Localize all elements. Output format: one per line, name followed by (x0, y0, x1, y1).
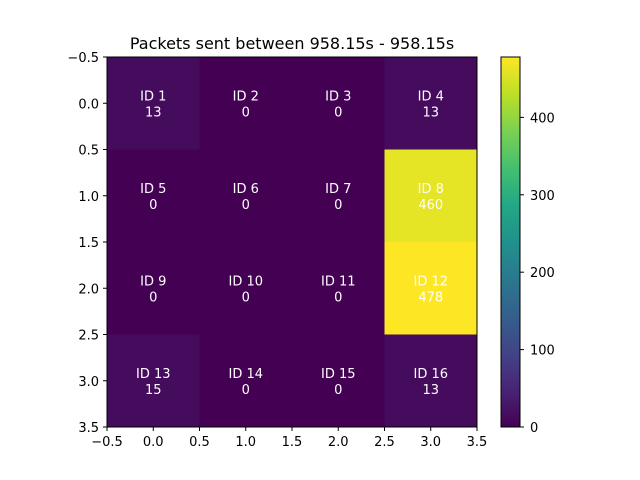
x-tick-label: −0.5 (91, 435, 123, 450)
cell-id-label: ID 5 (140, 182, 166, 197)
y-tick-label: 0.5 (78, 144, 99, 159)
cell-value-label: 13 (145, 105, 162, 120)
cell-id-label: ID 15 (321, 367, 356, 382)
y-tick-label: 3.5 (78, 421, 99, 436)
heatmap-cell (292, 242, 385, 335)
cell-value-label: 0 (242, 198, 250, 213)
y-tick-label: 3.0 (78, 375, 99, 390)
cell-value-label: 0 (334, 198, 342, 213)
heatmap-cell (107, 149, 200, 242)
cell-id-label: ID 1 (140, 89, 166, 104)
heatmap-cell (107, 57, 200, 150)
cell-value-label: 0 (242, 383, 250, 398)
colorbar-axis: 0 100 200 300 400 (520, 111, 555, 436)
cell-id-label: ID 10 (228, 274, 263, 289)
colorbar (500, 56, 521, 428)
cell-id-label: ID 9 (140, 274, 166, 289)
heatmap-cell (384, 242, 477, 335)
x-tick-label: 1.5 (282, 435, 303, 450)
chart-title: Packets sent between 958.15s - 958.15s (130, 34, 454, 53)
cell-value-label: 0 (242, 290, 250, 305)
x-tick-label: 3.0 (420, 435, 441, 450)
x-tick-label: 0.0 (143, 435, 164, 450)
heatmap-cell (292, 149, 385, 242)
heatmap-cell (384, 334, 477, 427)
x-tick-label: 0.5 (189, 435, 210, 450)
y-tick-label: 1.5 (78, 236, 99, 251)
cell-value-label: 0 (334, 105, 342, 120)
cell-id-label: ID 7 (325, 182, 351, 197)
colorbar-tick-label: 200 (530, 266, 555, 281)
heatmap-cell (384, 149, 477, 242)
x-tick-label: 2.0 (328, 435, 349, 450)
heatmap-cells (107, 57, 477, 427)
colorbar-tick-label: 100 (530, 344, 555, 359)
heatmap-cell (199, 149, 292, 242)
cell-id-label: ID 14 (228, 367, 263, 382)
colorbar-tick-label: 400 (530, 111, 555, 126)
y-tick-label: 2.0 (78, 282, 99, 297)
cell-id-label: ID 16 (413, 367, 448, 382)
cell-value-label: 13 (422, 383, 439, 398)
heatmap-cell (107, 242, 200, 335)
heatmap-cell (199, 242, 292, 335)
x-tick-label: 2.5 (374, 435, 395, 450)
x-tick-label: 3.5 (467, 435, 488, 450)
heatmap-cell (292, 334, 385, 427)
heatmap-cell (199, 57, 292, 150)
y-tick-label: −0.5 (67, 51, 99, 66)
cell-id-label: ID 8 (418, 182, 444, 197)
y-axis: −0.5 0.0 0.5 1.0 1.5 2.0 2.5 3.0 3.5 (67, 51, 107, 436)
cell-id-label: ID 2 (233, 89, 259, 104)
cell-value-label: 15 (145, 383, 162, 398)
cell-value-label: 0 (149, 198, 157, 213)
cell-value-label: 0 (149, 290, 157, 305)
y-tick-label: 1.0 (78, 190, 99, 205)
cell-id-label: ID 13 (136, 367, 171, 382)
heatmap-cell (384, 57, 477, 150)
cell-value-label: 478 (418, 290, 443, 305)
x-axis: −0.5 0.0 0.5 1.0 1.5 2.0 2.5 3.0 3.5 (91, 427, 487, 450)
heatmap-cell (199, 334, 292, 427)
cell-id-label: ID 4 (418, 89, 444, 104)
y-tick-label: 2.5 (78, 329, 99, 344)
cell-id-label: ID 3 (325, 89, 351, 104)
x-tick-label: 1.0 (235, 435, 256, 450)
cell-id-label: ID 11 (321, 274, 356, 289)
cell-value-label: 0 (334, 383, 342, 398)
cell-value-label: 0 (334, 290, 342, 305)
heatmap-cell (107, 334, 200, 427)
heatmap-cell (292, 57, 385, 150)
cell-value-label: 460 (418, 198, 443, 213)
cell-value-label: 13 (422, 105, 439, 120)
cell-id-label: ID 12 (413, 274, 448, 289)
colorbar-tick-label: 0 (530, 421, 538, 436)
cell-id-label: ID 6 (233, 182, 259, 197)
colorbar-tick-label: 300 (530, 189, 555, 204)
y-tick-label: 0.0 (78, 97, 99, 112)
cell-value-label: 0 (242, 105, 250, 120)
